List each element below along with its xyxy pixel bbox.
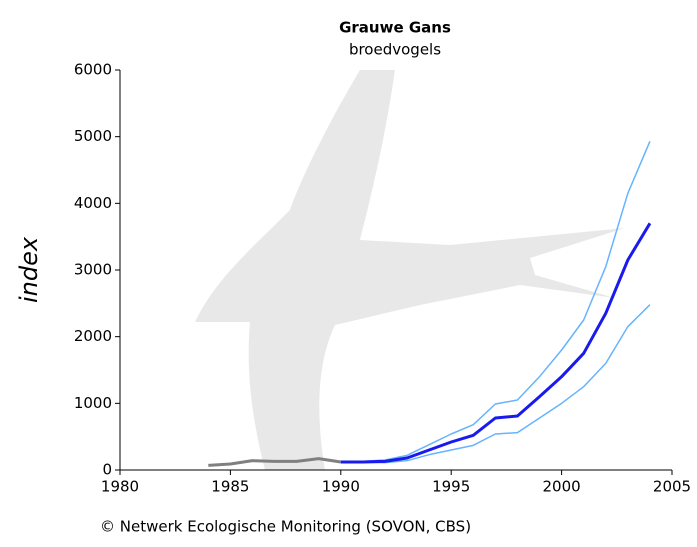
y-tick-label: 6000 (74, 61, 112, 79)
x-tick-label: 2005 (653, 478, 691, 496)
y-tick-label: 4000 (74, 194, 112, 212)
series-line (340, 222, 652, 464)
series-line (208, 457, 342, 467)
y-tick-label: 5000 (74, 127, 112, 145)
y-axis-label: index (15, 236, 43, 303)
footer: © Netwerk Ecologische Monitoring (SOVON,… (100, 518, 471, 536)
x-tick-label: 1985 (211, 478, 249, 496)
y-tick-label: 3000 (74, 261, 112, 279)
x-tick-label: 1995 (432, 478, 470, 496)
x-tick-label: 1990 (322, 478, 360, 496)
series-line (340, 304, 651, 464)
swallow-silhouette (195, 70, 625, 470)
chart-subtitle: broedvogels (349, 41, 441, 59)
series-line (340, 141, 651, 463)
chart-title: Grauwe Gans (339, 19, 451, 37)
x-tick-label: 1980 (101, 478, 139, 496)
y-tick-label: 1000 (74, 394, 112, 412)
y-tick-label: 2000 (74, 327, 112, 345)
x-tick-label: 2000 (543, 478, 581, 496)
y-tick-label: 0 (102, 461, 112, 479)
